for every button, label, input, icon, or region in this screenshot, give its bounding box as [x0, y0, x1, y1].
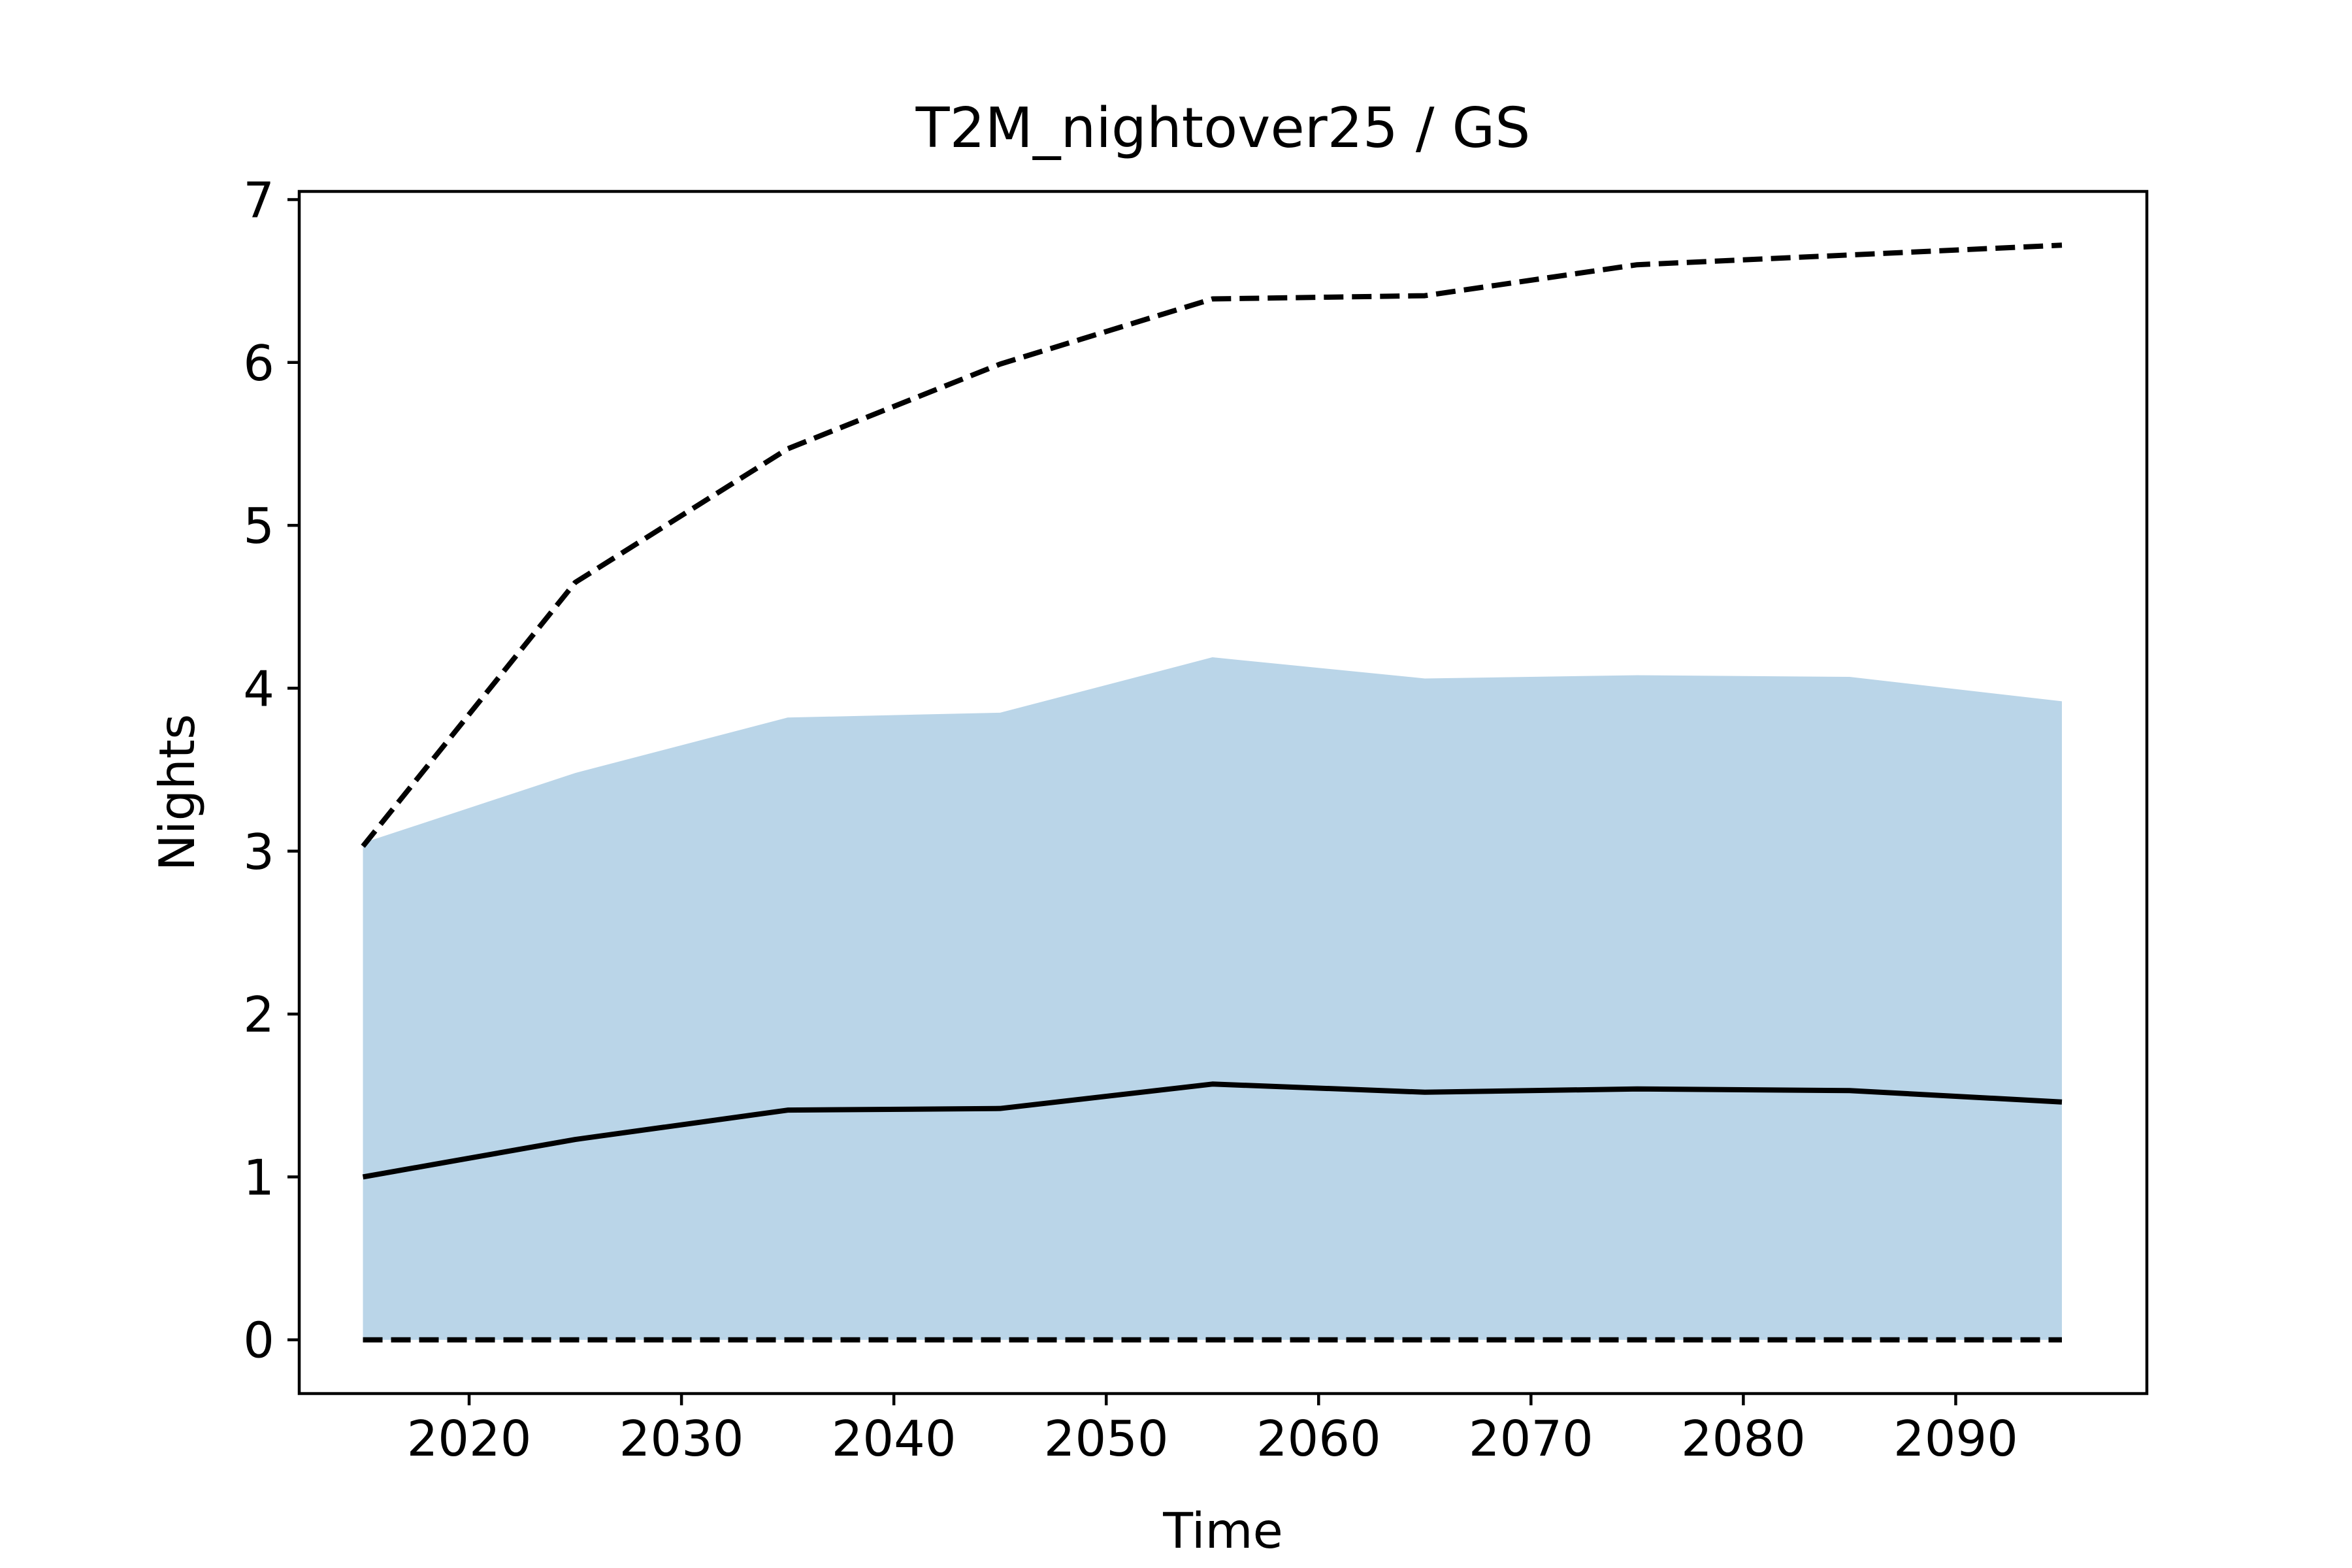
- x-axis-label: Time: [1162, 1502, 1283, 1560]
- x-tick-label: 2080: [1681, 1410, 1806, 1467]
- axes-frame: [297, 189, 2149, 1396]
- chart-title: T2M_nightover25 / GS: [915, 96, 1531, 161]
- x-tick-label: 2040: [832, 1410, 956, 1467]
- x-tick-label: 2050: [1044, 1410, 1169, 1467]
- y-tick-label: 2: [243, 986, 274, 1043]
- y-tick-label: 7: [243, 171, 274, 229]
- series-line-1: [362, 1081, 2063, 1180]
- y-axis-label: Nights: [148, 714, 206, 872]
- y-tick-label: 0: [243, 1312, 274, 1369]
- y-axis: 0 1 2 3 4 5 6 7: [243, 171, 299, 1369]
- y-tick-label: 3: [243, 823, 274, 881]
- y-tick-label: 5: [243, 497, 274, 555]
- x-tick-label: 2070: [1469, 1410, 1593, 1467]
- y-tick-label: 6: [243, 335, 274, 392]
- y-tick-label: 1: [243, 1149, 274, 1206]
- plot-area: [361, 242, 2063, 1343]
- y-tick-label: 4: [243, 660, 274, 717]
- series-line-2: [361, 242, 2063, 848]
- x-tick-label: 2060: [1256, 1410, 1381, 1467]
- x-axis: 2020 2030 2040 2050 2060 2070 2080 2090: [407, 1394, 2018, 1467]
- x-tick-label: 2020: [407, 1410, 532, 1467]
- x-tick-label: 2030: [619, 1410, 744, 1467]
- x-tick-label: 2090: [1893, 1410, 2018, 1467]
- range-band: [363, 657, 2062, 1340]
